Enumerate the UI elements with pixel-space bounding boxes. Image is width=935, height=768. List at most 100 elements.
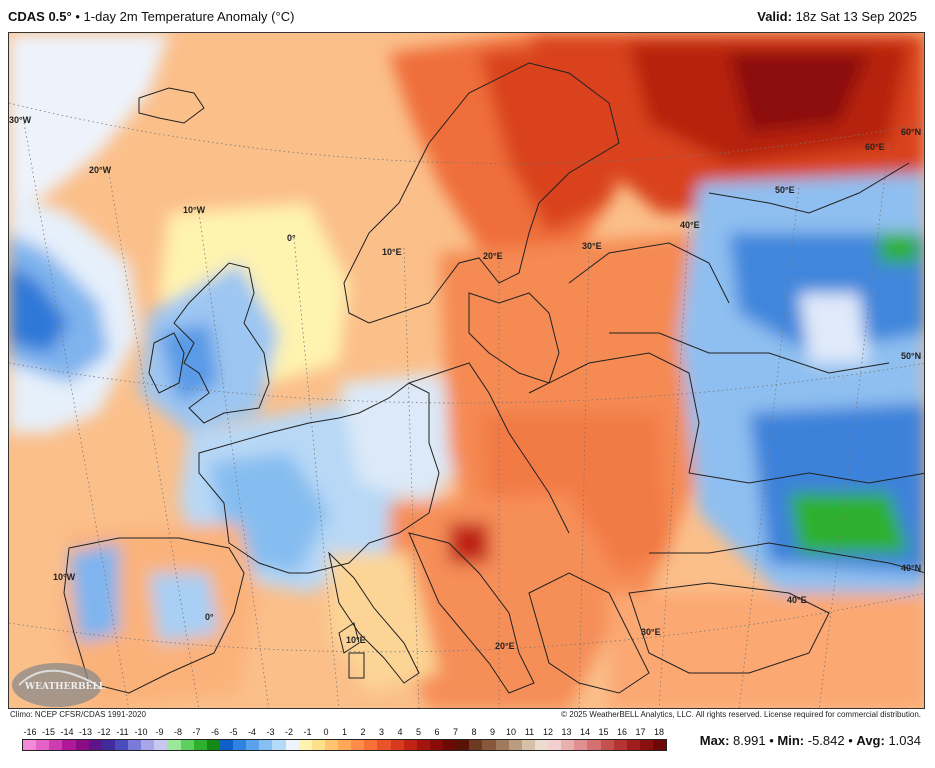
stats-separator: • <box>848 733 853 748</box>
lat-label: 60°N <box>901 127 921 137</box>
colorbar-swatch <box>639 740 653 750</box>
colorbar-swatch <box>443 740 457 750</box>
lon-label: 40°E <box>787 595 807 605</box>
colorbar-tick-label: -16 <box>23 727 37 737</box>
map-canvas: 30°W 20°W 10°W 0° 10°E 20°E 30°E 40°E 50… <box>9 33 924 708</box>
colorbar-swatch <box>233 740 247 750</box>
colorbar-tick-label: 5 <box>415 727 422 737</box>
lon-label: 30°E <box>582 241 602 251</box>
lon-label: 10°W <box>183 205 206 215</box>
valid-label: Valid: <box>757 9 792 24</box>
field-stats: Max: 8.991 • Min: -5.842 • Avg: 1.034 <box>700 733 921 748</box>
title-separator: • <box>75 9 80 24</box>
colorbar-swatch <box>534 740 548 750</box>
colorbar-tick-label: 7 <box>452 727 459 737</box>
valid-time: Valid: 18z Sat 13 Sep 2025 <box>757 9 917 24</box>
colorbar-swatch <box>141 740 155 750</box>
colorbar-swatch <box>587 740 601 750</box>
colorbar-swatch <box>219 740 233 750</box>
colorbar-swatch <box>600 740 614 750</box>
colorbar-tick-label: -6 <box>210 727 220 737</box>
colorbar-tick-label: -10 <box>134 727 148 737</box>
max-value: 8.991 <box>733 733 766 748</box>
colorbar-tick-label: 9 <box>489 727 496 737</box>
product-name: 1-day 2m Temperature Anomaly (°C) <box>83 9 295 24</box>
lat-label: 50°N <box>901 351 921 361</box>
colorbar-bar <box>22 739 667 751</box>
lon-label: 0° <box>205 612 214 622</box>
graticule-labels: 30°W 20°W 10°W 0° 10°E 20°E 30°E 40°E 50… <box>9 115 921 651</box>
colorbar-swatch <box>285 740 299 750</box>
colorbar-swatch <box>377 740 391 750</box>
colorbar-swatch <box>403 740 417 750</box>
colorbar-swatch <box>626 740 640 750</box>
colorbar-tick-label: -5 <box>229 727 238 737</box>
lon-label: 20°E <box>495 641 515 651</box>
lon-label: 0° <box>287 233 296 243</box>
colorbar-tick-label: -2 <box>284 727 294 737</box>
lon-label: 60°E <box>865 142 885 152</box>
anomaly-patches <box>9 33 924 708</box>
colorbar-swatch <box>521 740 535 750</box>
colorbar-swatch <box>548 740 562 750</box>
climo-credit: Climo: NCEP CFSR/CDAS 1991-2020 <box>10 710 146 719</box>
colorbar-swatch <box>311 740 325 750</box>
colorbar-tick-label: 17 <box>635 727 646 737</box>
max-label: Max: <box>699 733 730 748</box>
stats-separator: • <box>769 733 774 748</box>
colorbar-tick-label: 12 <box>542 727 554 737</box>
coastlines <box>63 62 924 694</box>
colorbar-swatch <box>206 740 220 750</box>
min-value: -5.842 <box>807 733 845 748</box>
colorbar-swatch <box>508 740 522 750</box>
valid-time-value: 18z Sat 13 Sep 2025 <box>795 9 917 24</box>
colorbar-tick-label: -8 <box>173 727 183 737</box>
colorbar-tick-label: -13 <box>78 727 93 737</box>
colorbar-swatch <box>561 740 575 750</box>
colorbar-swatch <box>338 740 352 750</box>
colorbar-swatch <box>469 740 483 750</box>
colorbar-swatch <box>324 740 338 750</box>
credits-bar: Climo: NCEP CFSR/CDAS 1991-2020 © 2025 W… <box>8 709 925 721</box>
colorbar-swatch <box>23 740 37 750</box>
map-title: CDAS 0.5° • 1-day 2m Temperature Anomaly… <box>8 9 294 24</box>
colorbar-swatch <box>613 740 627 750</box>
colorbar-swatch <box>495 740 509 750</box>
colorbar-tick-label: 14 <box>579 727 591 737</box>
colorbar-swatch <box>246 740 260 750</box>
lat-label: 40°N <box>901 563 921 573</box>
colorbar-swatch <box>482 740 496 750</box>
anomaly-map: 30°W 20°W 10°W 0° 10°E 20°E 30°E 40°E 50… <box>8 32 925 709</box>
lon-label: 20°E <box>483 251 503 261</box>
colorbar-tick-label: -15 <box>41 727 56 737</box>
colorbar-tick-label: 16 <box>616 727 628 737</box>
colorbar-tick-label: 4 <box>397 727 403 737</box>
min-label: Min: <box>777 733 805 748</box>
colorbar-tick-labels: -16 -15 -14 -13 -12 -11 -10 -9 -8 -7 -6 -5 -4 -3 -2 -1 0… <box>22 727 667 739</box>
colorbar-tick-label: 18 <box>653 727 665 737</box>
colorbar-swatch <box>36 740 50 750</box>
colorbar-swatch <box>49 740 63 750</box>
colorbar-tick-label: 6 <box>434 727 440 737</box>
lon-label: 10°W <box>53 572 76 582</box>
colorbar-swatch <box>298 740 312 750</box>
graticule <box>9 102 924 708</box>
colorbar-swatch <box>114 740 128 750</box>
colorbar-swatch <box>351 740 365 750</box>
colorbar-tick-label: 1 <box>341 727 348 737</box>
colorbar-swatch <box>180 740 194 750</box>
lon-label: 30°E <box>641 627 661 637</box>
colorbar-tick-label: 3 <box>378 727 385 737</box>
colorbar-tick-label: 2 <box>360 727 366 737</box>
colorbar-tick-label: -3 <box>266 727 275 737</box>
colorbar-swatch <box>193 740 207 750</box>
colorbar-tick-label: 0 <box>323 727 329 737</box>
colorbar-swatch <box>167 740 181 750</box>
avg-value: 1.034 <box>888 733 921 748</box>
lon-label: 20°W <box>89 165 112 175</box>
colorbar-swatch <box>272 740 286 750</box>
copyright-credit: © 2025 WeatherBELL Analytics, LLC. All r… <box>561 710 921 719</box>
avg-label: Avg: <box>856 733 885 748</box>
lon-label: 10°E <box>346 635 366 645</box>
model-name: CDAS 0.5° <box>8 9 72 24</box>
